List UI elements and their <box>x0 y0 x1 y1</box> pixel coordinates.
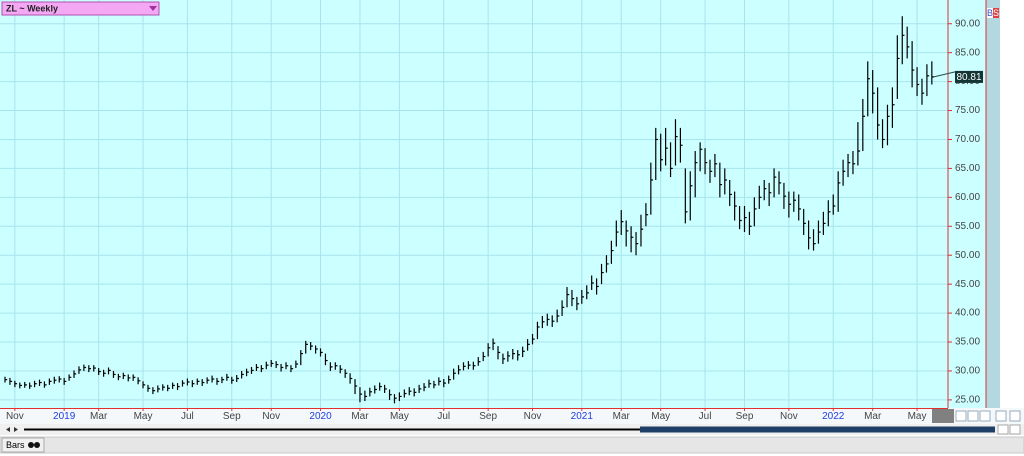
x-labels: Nov 2019 Mar May Jul Sep Nov 2020 Mar May Jul Sep No… <box>6 408 927 422</box>
y-tick-label: 85.00 <box>955 47 980 58</box>
x-tick-label: 2019 <box>53 411 76 422</box>
x-tick-label: 2021 <box>571 411 594 422</box>
chart-title: ZL ~ Weekly <box>6 3 58 13</box>
scroll-right[interactable] <box>14 427 18 432</box>
dropdown-arrow[interactable] <box>149 6 157 11</box>
x-tick-label: May <box>390 411 409 422</box>
x-tick-label: Mar <box>864 411 882 422</box>
footer-tab[interactable] <box>1 437 45 453</box>
x-tick-label: Mar <box>613 411 631 422</box>
symbol-box[interactable] <box>1 1 160 16</box>
footer <box>0 436 1024 454</box>
footer-icon[interactable] <box>28 442 34 448</box>
sell-box[interactable] <box>993 8 999 18</box>
axis-corner <box>932 409 954 423</box>
y-tick-label: 75.00 <box>955 105 980 116</box>
scroll-left[interactable] <box>6 427 10 432</box>
x-tick-label: 2020 <box>309 411 332 422</box>
x-tick-label: May <box>134 411 153 422</box>
zoom-button[interactable] <box>967 410 979 422</box>
scroll-end[interactable] <box>1009 424 1021 435</box>
grid <box>0 0 948 408</box>
x-tick-label: Nov <box>780 411 798 422</box>
x-tick-label: Mar <box>90 411 108 422</box>
x-tick-label: Jul <box>437 411 450 422</box>
x-tick-label: Jul <box>181 411 194 422</box>
x-tick-label: Nov <box>262 411 280 422</box>
bars <box>4 16 935 404</box>
y-tick-label: 25.00 <box>955 395 980 406</box>
y-tick-label: 65.00 <box>955 163 980 174</box>
x-tick-label: Sep <box>736 411 754 422</box>
zoom-button[interactable] <box>995 410 1007 422</box>
x-tick-label: Jul <box>699 411 712 422</box>
y-tick-label: 70.00 <box>955 134 980 145</box>
y-tick-label: 45.00 <box>955 279 980 290</box>
footer-label: Bars <box>6 440 25 450</box>
x-tick-label: Sep <box>479 411 497 422</box>
y-tick-label: 30.00 <box>955 366 980 377</box>
x-tick-label: Sep <box>223 411 241 422</box>
zoom-button[interactable] <box>955 410 967 422</box>
x-tick-label: May <box>651 411 670 422</box>
zoom-buttons <box>955 410 1021 422</box>
x-tick-label: Nov <box>6 411 24 422</box>
x-tick-label: Mar <box>351 411 369 422</box>
x-tick-label: May <box>908 411 927 422</box>
x-tick-label: Nov <box>524 411 542 422</box>
sell-label: S <box>993 8 999 18</box>
scroll-end[interactable] <box>997 424 1009 435</box>
zoom-button[interactable] <box>979 410 991 422</box>
y-tick-label: 50.00 <box>955 250 980 261</box>
last-price-box <box>955 70 983 83</box>
last-price-label: 80.81 <box>956 72 981 83</box>
buy-label: B <box>987 8 993 18</box>
last-price-line <box>933 71 956 78</box>
scroll-thumb[interactable] <box>640 426 995 433</box>
buy-box[interactable] <box>987 8 993 18</box>
side-column <box>986 0 1000 408</box>
y-tick-label: 90.00 <box>955 18 980 29</box>
zoom-button[interactable] <box>1009 410 1021 422</box>
x-tick-label: 2022 <box>822 411 845 422</box>
y-tick-label: 40.00 <box>955 308 980 319</box>
y-tick-label: 35.00 <box>955 337 980 348</box>
x-axis-strip <box>0 408 1024 424</box>
y-tick-label: 55.00 <box>955 221 980 232</box>
footer-icon[interactable] <box>34 442 40 448</box>
y-tick-label: 60.00 <box>955 192 980 203</box>
